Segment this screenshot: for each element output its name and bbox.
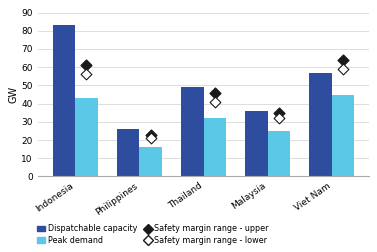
Bar [181, 87, 204, 176]
Bar [332, 94, 354, 176]
Point [276, 116, 282, 120]
Bar [245, 111, 268, 176]
Point [276, 111, 282, 115]
Bar [53, 25, 75, 176]
Legend: Dispatchable capacity, Peak demand, Safety margin range - upper, Safety margin r: Dispatchable capacity, Peak demand, Safe… [34, 221, 272, 248]
Point [148, 136, 154, 140]
Point [212, 91, 218, 95]
Bar [268, 131, 290, 176]
Bar [117, 129, 139, 176]
Point [83, 73, 89, 77]
Point [212, 100, 218, 104]
Bar [204, 118, 226, 176]
Point [83, 63, 89, 67]
Point [148, 133, 154, 137]
Y-axis label: GW: GW [9, 86, 18, 103]
Bar [139, 147, 162, 176]
Bar [75, 98, 98, 176]
Bar [310, 73, 332, 176]
Point [340, 58, 346, 62]
Point [340, 67, 346, 71]
